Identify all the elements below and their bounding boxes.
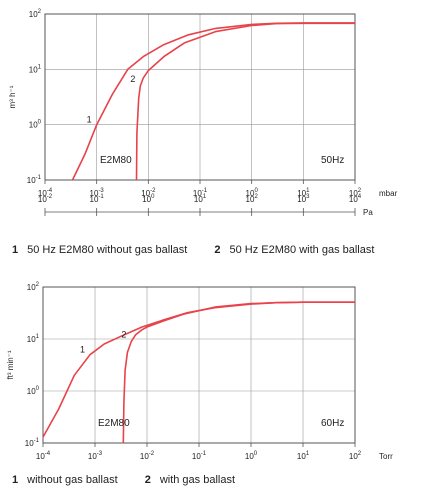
curve-2 xyxy=(135,22,355,181)
legend-item-1: 1 50 Hz E2M80 without gas ballast xyxy=(12,244,188,256)
y-tick-label: 10-1 xyxy=(27,175,42,185)
x-tick-label: 102 xyxy=(349,451,362,461)
legend-item-1: 1 without gas ballast xyxy=(12,474,118,486)
x-tick-label: 10-4 xyxy=(36,451,51,461)
pa-tick-label: 102 xyxy=(246,194,259,204)
y-tick-label: 101 xyxy=(29,64,42,74)
pa-tick-label: 100 xyxy=(142,194,155,204)
x-axis-label: mbar xyxy=(379,189,398,198)
x-axis-label: Torr xyxy=(379,452,393,461)
y-tick-label: 10-1 xyxy=(25,438,40,448)
pa-axis-label: Pa xyxy=(363,208,373,217)
x-tick-label: 102 xyxy=(349,188,362,198)
frequency-label: 60Hz xyxy=(321,418,344,429)
x-tick-label: 10-4 xyxy=(38,188,53,198)
curve-label-1: 1 xyxy=(87,115,92,125)
x-tick-label: 101 xyxy=(297,451,310,461)
curve-label-2: 2 xyxy=(130,74,135,84)
pa-tick-label: 10-2 xyxy=(38,194,53,204)
legend-item-2: 2 with gas ballast xyxy=(144,474,236,486)
x-tick-label: 10-1 xyxy=(193,188,208,198)
curve-label-2: 2 xyxy=(121,329,126,339)
legend-bottom: 1 without gas ballast 2 with gas ballast xyxy=(12,474,235,486)
pa-tick-label: 10-1 xyxy=(90,194,105,204)
x-tick-label: 100 xyxy=(245,451,258,461)
x-tick-label: 10-1 xyxy=(192,451,207,461)
y-tick-label: 100 xyxy=(29,120,42,130)
y-axis-label: ft³ min⁻¹ xyxy=(6,350,15,379)
y-tick-label: 102 xyxy=(27,282,40,292)
legend-top: 1 50 Hz E2M80 without gas ballast 2 50 Hz … xyxy=(12,244,374,256)
model-label: E2M80 xyxy=(100,155,132,166)
x-tick-label: 100 xyxy=(246,188,259,198)
y-tick-label: 101 xyxy=(27,334,40,344)
x-tick-label: 10-3 xyxy=(90,188,105,198)
model-label: E2M80 xyxy=(98,418,130,429)
y-tick-label: 102 xyxy=(29,9,42,19)
x-tick-label: 10-3 xyxy=(88,451,103,461)
y-tick-label: 100 xyxy=(27,386,40,396)
pa-tick-label: 103 xyxy=(297,194,310,204)
x-tick-label: 101 xyxy=(297,188,310,198)
y-axis-label: m³ h⁻¹ xyxy=(8,85,17,108)
curve-label-1: 1 xyxy=(80,345,85,355)
legend-item-2: 2 50 Hz E2M80 with gas ballast xyxy=(214,244,375,256)
curve-2 xyxy=(122,301,355,444)
frequency-label: 50Hz xyxy=(321,155,344,166)
pa-tick-label: 101 xyxy=(194,194,207,204)
x-tick-label: 10-2 xyxy=(141,188,156,198)
pa-tick-label: 104 xyxy=(349,194,362,204)
x-tick-label: 10-2 xyxy=(140,451,155,461)
